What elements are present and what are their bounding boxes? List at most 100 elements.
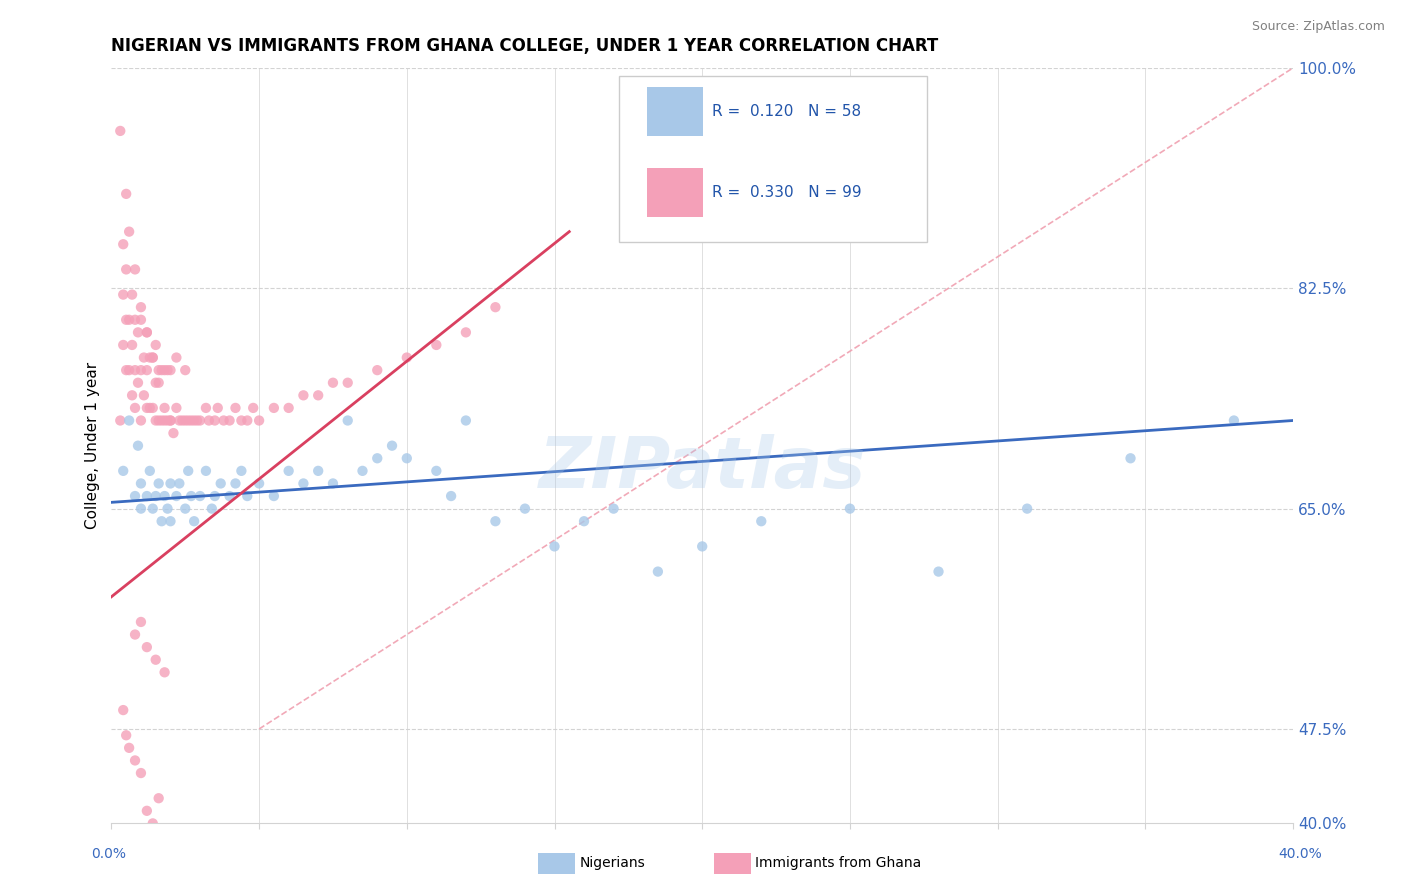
Point — [156, 501, 179, 516]
FancyBboxPatch shape — [647, 87, 703, 136]
Point — [142, 351, 165, 365]
Point — [209, 476, 232, 491]
Point — [127, 439, 149, 453]
Point — [174, 413, 197, 427]
Point — [135, 489, 157, 503]
Point — [174, 363, 197, 377]
Point — [115, 728, 138, 742]
Point — [129, 413, 152, 427]
Point — [395, 351, 418, 365]
Point — [224, 401, 246, 415]
Point — [1223, 413, 1246, 427]
Point — [145, 413, 167, 427]
Point — [169, 476, 191, 491]
Point — [135, 326, 157, 340]
Text: Nigerians: Nigerians — [579, 856, 645, 871]
Point — [124, 401, 146, 415]
FancyBboxPatch shape — [647, 168, 703, 217]
Point — [247, 413, 270, 427]
Point — [165, 351, 187, 365]
Point — [115, 312, 138, 326]
Text: 40.0%: 40.0% — [1278, 847, 1322, 861]
Point — [153, 489, 176, 503]
Y-axis label: College, Under 1 year: College, Under 1 year — [86, 362, 100, 529]
Point — [132, 388, 155, 402]
Point — [129, 476, 152, 491]
Point — [150, 514, 173, 528]
Point — [188, 413, 211, 427]
Point — [277, 464, 299, 478]
Point — [602, 501, 624, 516]
Point — [322, 476, 344, 491]
Point — [159, 363, 181, 377]
Point — [124, 262, 146, 277]
Text: ZIPatlas: ZIPatlas — [538, 434, 866, 503]
Point — [1119, 451, 1142, 466]
Point — [129, 615, 152, 629]
FancyBboxPatch shape — [620, 76, 927, 242]
Point — [177, 413, 200, 427]
Point — [127, 376, 149, 390]
Point — [690, 540, 713, 554]
Point — [218, 489, 240, 503]
Point — [307, 464, 329, 478]
Point — [148, 363, 170, 377]
Point — [177, 464, 200, 478]
Point — [121, 388, 143, 402]
Point — [198, 413, 221, 427]
Point — [928, 565, 950, 579]
Point — [129, 766, 152, 780]
Point — [118, 312, 141, 326]
Text: Immigrants from Ghana: Immigrants from Ghana — [755, 856, 921, 871]
Point — [150, 363, 173, 377]
Point — [115, 363, 138, 377]
Point — [129, 312, 152, 326]
Point — [186, 413, 208, 427]
Point — [159, 514, 181, 528]
Point — [115, 262, 138, 277]
Point — [148, 376, 170, 390]
Point — [118, 413, 141, 427]
Point — [118, 740, 141, 755]
Point — [647, 565, 669, 579]
Point — [153, 665, 176, 680]
Point — [174, 501, 197, 516]
Point — [127, 326, 149, 340]
Point — [135, 804, 157, 818]
Point — [115, 186, 138, 201]
Point — [242, 401, 264, 415]
Point — [236, 413, 259, 427]
Point — [135, 326, 157, 340]
Point — [156, 413, 179, 427]
Point — [112, 703, 135, 717]
Point — [159, 476, 181, 491]
Point — [236, 489, 259, 503]
Point — [263, 401, 285, 415]
Point — [135, 401, 157, 415]
Point — [838, 501, 860, 516]
Point — [366, 363, 388, 377]
Point — [180, 413, 202, 427]
Point — [129, 501, 152, 516]
Point — [352, 464, 374, 478]
Point — [118, 225, 141, 239]
Point — [454, 413, 477, 427]
Point — [153, 401, 176, 415]
Point — [142, 816, 165, 830]
Point — [224, 476, 246, 491]
Point — [145, 489, 167, 503]
Point — [145, 653, 167, 667]
Point — [124, 489, 146, 503]
Point — [139, 464, 162, 478]
Point — [204, 489, 226, 503]
Text: 0.0%: 0.0% — [91, 847, 127, 861]
Point — [150, 413, 173, 427]
Point — [124, 363, 146, 377]
Point — [145, 376, 167, 390]
Text: R =  0.120   N = 58: R = 0.120 N = 58 — [711, 103, 860, 119]
Point — [207, 401, 229, 415]
Point — [277, 401, 299, 415]
Point — [124, 627, 146, 641]
Point — [218, 413, 240, 427]
Point — [112, 464, 135, 478]
